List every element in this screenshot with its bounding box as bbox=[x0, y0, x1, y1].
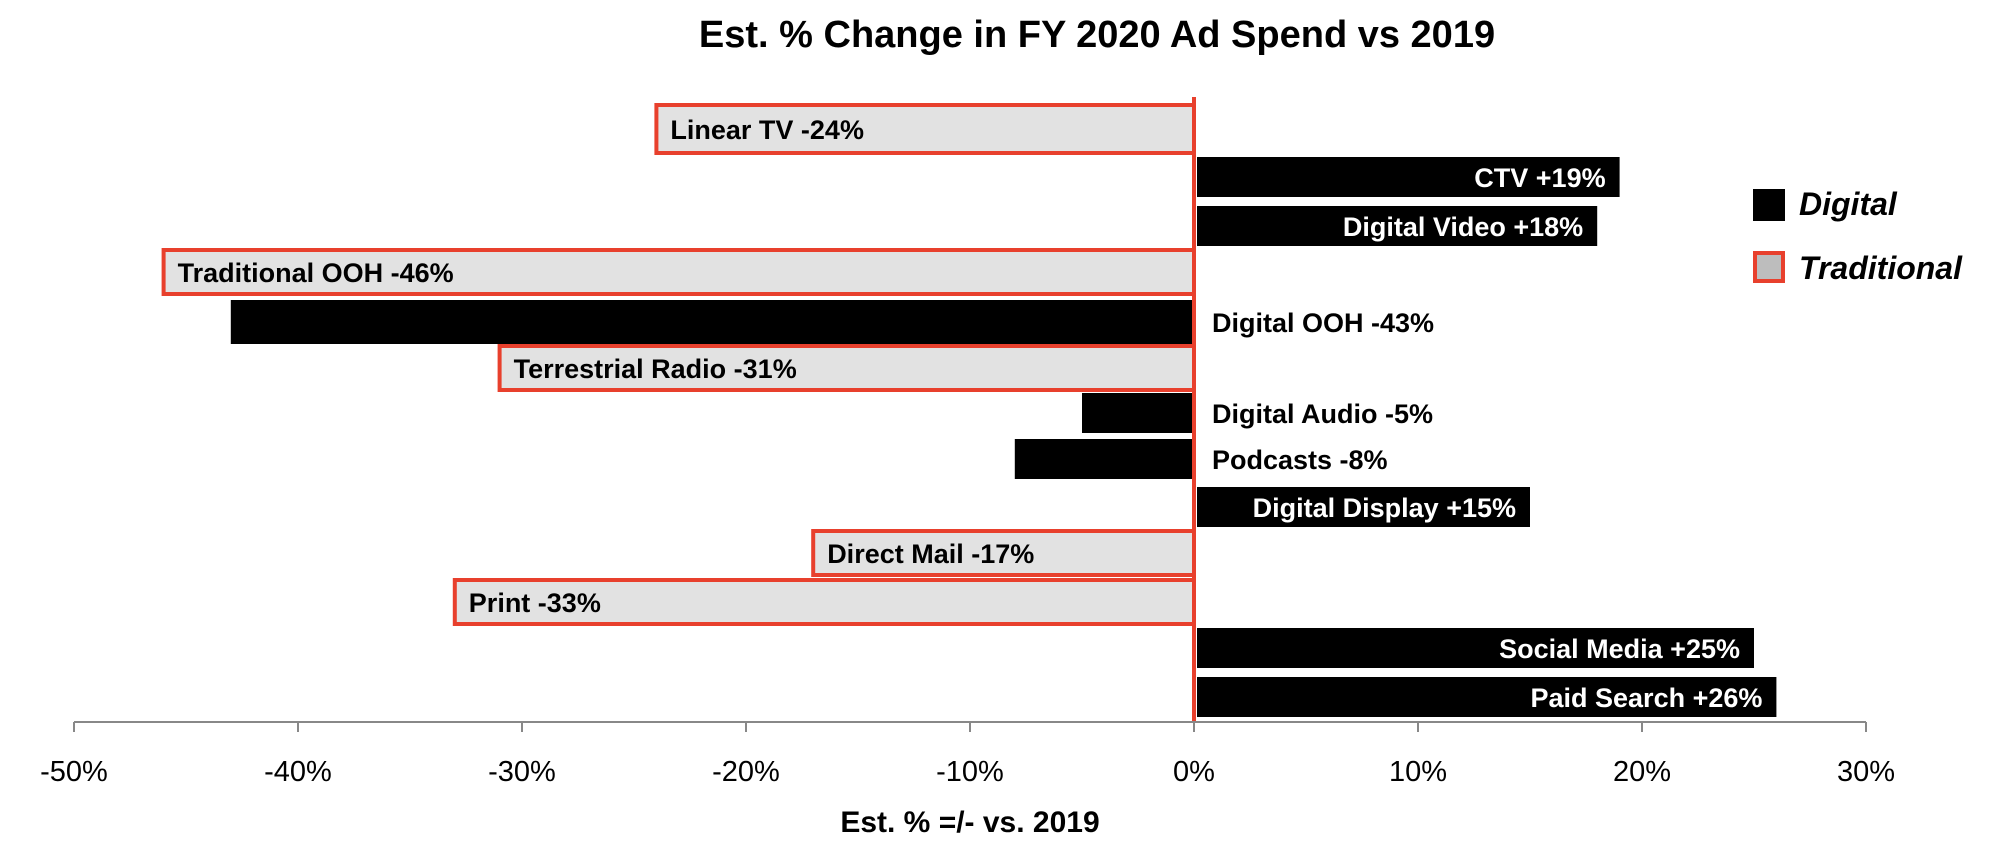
x-tick-label: -20% bbox=[712, 756, 780, 788]
x-axis-label: Est. % =/- vs. 2019 bbox=[840, 806, 1099, 839]
bar-label-digital-audio: Digital Audio -5% bbox=[1212, 399, 1433, 429]
bar-labels-layer: Linear TV -24% CTV +19% Digital Video +18%… bbox=[178, 115, 1763, 713]
bar-label-digital-video: Digital Video +18% bbox=[1343, 212, 1583, 242]
legend-label-traditional: Traditional bbox=[1799, 250, 1963, 286]
x-tick-label: 10% bbox=[1389, 756, 1447, 788]
bar-digital-audio bbox=[1082, 393, 1194, 433]
bar-label-print: Print -33% bbox=[469, 588, 601, 618]
legend-label-digital: Digital bbox=[1799, 186, 1898, 222]
bar-label-ctv: CTV +19% bbox=[1474, 163, 1605, 193]
bar-digital-display bbox=[1197, 487, 1530, 527]
bar-digital-video bbox=[1197, 206, 1598, 246]
bar-label-terrestrial-radio: Terrestrial Radio -31% bbox=[514, 354, 797, 384]
legend: Digital Traditional bbox=[1753, 186, 1963, 286]
bar-label-paid-search: Paid Search +26% bbox=[1531, 683, 1763, 713]
chart-title: Est. % Change in FY 2020 Ad Spend vs 201… bbox=[699, 14, 1495, 56]
bar-social-media bbox=[1197, 628, 1754, 668]
bar-label-social-media: Social Media +25% bbox=[1499, 634, 1740, 664]
bars-layer bbox=[161, 103, 1777, 717]
x-tick-label: 0% bbox=[1173, 756, 1215, 788]
bar-paid-search bbox=[1197, 677, 1777, 717]
bar-label-digital-ooh: Digital OOH -43% bbox=[1212, 308, 1434, 338]
x-tick-label: -50% bbox=[40, 756, 108, 788]
x-tick-label: -10% bbox=[936, 756, 1004, 788]
bar-ctv bbox=[1197, 157, 1620, 197]
x-axis: -50% -40% -30% -20% -10% 0% 10% 20% 30% bbox=[40, 721, 1895, 788]
bar-podcasts bbox=[1014, 439, 1194, 479]
bar-label-direct-mail: Direct Mail -17% bbox=[827, 539, 1034, 569]
bar-digital-ooh bbox=[230, 300, 1195, 344]
bar-direct-mail bbox=[811, 529, 1196, 577]
x-tick-label: 30% bbox=[1837, 756, 1895, 788]
bar-label-podcasts: Podcasts -8% bbox=[1212, 445, 1388, 475]
bar-label-digital-display: Digital Display +15% bbox=[1253, 493, 1516, 523]
bar-label-traditional-ooh: Traditional OOH -46% bbox=[178, 258, 454, 288]
x-tick-label: 20% bbox=[1613, 756, 1671, 788]
bar-print bbox=[452, 578, 1196, 626]
legend-swatch-traditional bbox=[1753, 251, 1785, 283]
x-tick-label: -30% bbox=[488, 756, 556, 788]
bar-label-linear-tv: Linear TV -24% bbox=[670, 115, 864, 145]
x-tick-label: -40% bbox=[264, 756, 332, 788]
legend-swatch-digital bbox=[1753, 189, 1785, 221]
bar-linear-tv bbox=[654, 103, 1196, 155]
